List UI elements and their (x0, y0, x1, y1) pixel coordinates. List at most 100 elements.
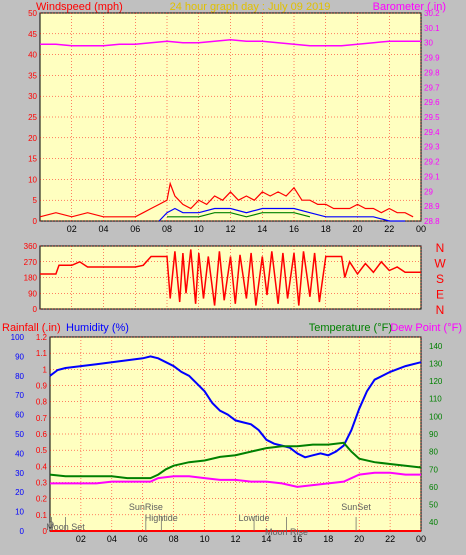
annotation-label: Lowtide (239, 513, 270, 523)
rainfall-axis-label: Rainfall (.in) (2, 322, 61, 334)
series-line (49, 355, 422, 459)
dewpoint-axis-label: Dew Point (°F) (390, 322, 462, 334)
x-tick-label: 12 (230, 534, 240, 544)
y-tick-label: 29.4 (424, 128, 440, 137)
humidity-tick-label: 50 (15, 430, 24, 439)
y-tick-label: 29 (424, 187, 433, 196)
y-tick-label: 30.2 (424, 9, 440, 18)
temperature-humidity-chart: 02 04 06 08 10 12 14 16 18 20 22 0000.10.20.30.40.5… (11, 333, 443, 544)
x-tick-label: 02 (67, 224, 77, 234)
y-tick-label: 0.8 (36, 398, 48, 407)
y-tick-label: 0.4 (36, 462, 48, 471)
temperature-tick-label: 120 (429, 377, 443, 386)
y-tick-label: 270 (24, 258, 38, 267)
series-line (49, 441, 422, 480)
y-tick-label: 180 (24, 274, 38, 283)
y-tick-label: 20 (28, 134, 37, 143)
x-tick-label: 14 (261, 534, 271, 544)
temperature-tick-label: 70 (429, 465, 438, 474)
y-tick-label: 0 (43, 527, 48, 536)
x-tick-label: 18 (321, 224, 331, 234)
series-line (50, 471, 421, 488)
x-tick-label: 04 (107, 534, 117, 544)
y-tick-label: 0 (33, 305, 38, 314)
x-tick-label: 04 (98, 224, 108, 234)
humidity-tick-label: 40 (15, 449, 24, 458)
chart-title: 24 hour graph day : July 09 2019 (170, 1, 331, 13)
annotation-label: 0 (49, 520, 54, 530)
humidity-tick-label: 0 (20, 527, 25, 536)
x-tick-label: 00 (416, 534, 426, 544)
barometer-axis-label: Barometer (.in) (373, 1, 446, 13)
humidity-tick-label: 80 (15, 372, 24, 381)
x-tick-label: 22 (384, 224, 394, 234)
y-tick-label: 45 (28, 30, 37, 39)
x-tick-label: 18 (323, 534, 333, 544)
humidity-axis-label: Humidity (%) (66, 322, 129, 334)
series-line (39, 181, 414, 218)
y-tick-label: 29.9 (424, 54, 440, 63)
x-tick-label: 06 (130, 224, 140, 234)
wind-barometer-chart: 02 04 06 08 10 12 14 16 18 20 22 000510152025303540… (28, 9, 440, 234)
windspeed-axis-label: Windspeed (mph) (36, 1, 123, 13)
x-tick-label: 06 (138, 534, 148, 544)
y-tick-label: 50 (28, 9, 37, 18)
compass-letter: E (436, 288, 444, 302)
x-tick-label: 08 (162, 224, 172, 234)
x-tick-label: 10 (200, 534, 210, 544)
y-tick-label: 0.6 (36, 430, 48, 439)
annotation-label: Moon Rise (265, 527, 308, 537)
y-tick-label: 29.5 (424, 113, 440, 122)
y-tick-label: 29.2 (424, 158, 440, 167)
y-tick-label: 5 (33, 196, 38, 205)
y-tick-label: 29.1 (424, 172, 440, 181)
annotation-label: Hightide (145, 513, 178, 523)
y-tick-label: 28.8 (424, 217, 440, 226)
y-tick-label: 29.3 (424, 143, 440, 152)
y-tick-label: 0.9 (36, 382, 48, 391)
series-line (167, 212, 311, 218)
y-tick-label: 1.1 (36, 349, 48, 358)
x-tick-label: 08 (169, 534, 179, 544)
compass-letter: W (434, 257, 446, 271)
temperature-axis-label: Temperature (°F) (309, 322, 392, 334)
humidity-tick-label: 100 (11, 333, 25, 342)
x-tick-label: 16 (292, 534, 302, 544)
y-tick-label: 1.2 (36, 333, 48, 342)
series-line (158, 207, 406, 222)
y-tick-label: 30.1 (424, 24, 440, 33)
humidity-tick-label: 90 (15, 352, 24, 361)
x-tick-label: 16 (289, 224, 299, 234)
y-tick-label: 1 (43, 365, 48, 374)
compass-letter: S (436, 272, 444, 286)
compass-letter: N (436, 303, 445, 317)
series-line (40, 249, 421, 306)
y-tick-label: 25 (28, 113, 37, 122)
y-tick-label: 35 (28, 71, 37, 80)
x-tick-label: 00 (416, 224, 426, 234)
temperature-tick-label: 90 (429, 430, 438, 439)
temperature-tick-label: 140 (429, 342, 443, 351)
annotation-label: SunSet (341, 502, 371, 512)
temperature-tick-label: 80 (429, 448, 438, 457)
temperature-tick-label: 40 (429, 518, 438, 527)
y-tick-label: 15 (28, 155, 37, 164)
x-tick-label: 20 (354, 534, 364, 544)
humidity-tick-label: 30 (15, 469, 24, 478)
y-tick-label: 0.3 (36, 479, 48, 488)
y-tick-label: 29.6 (424, 98, 440, 107)
y-tick-label: 30 (424, 39, 433, 48)
y-tick-label: 28.9 (424, 202, 440, 211)
x-tick-label: 14 (257, 224, 267, 234)
y-tick-label: 40 (28, 51, 37, 60)
y-tick-label: 360 (24, 242, 38, 251)
series-line (40, 38, 421, 47)
x-tick-label: 02 (76, 534, 86, 544)
y-tick-label: 0 (33, 217, 38, 226)
y-tick-label: 0.5 (36, 446, 48, 455)
x-tick-label: 20 (352, 224, 362, 234)
y-tick-label: 0.2 (36, 495, 48, 504)
humidity-tick-label: 20 (15, 488, 24, 497)
